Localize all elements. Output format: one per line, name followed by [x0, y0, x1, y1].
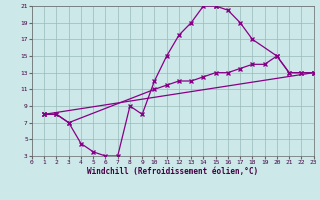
- X-axis label: Windchill (Refroidissement éolien,°C): Windchill (Refroidissement éolien,°C): [87, 167, 258, 176]
